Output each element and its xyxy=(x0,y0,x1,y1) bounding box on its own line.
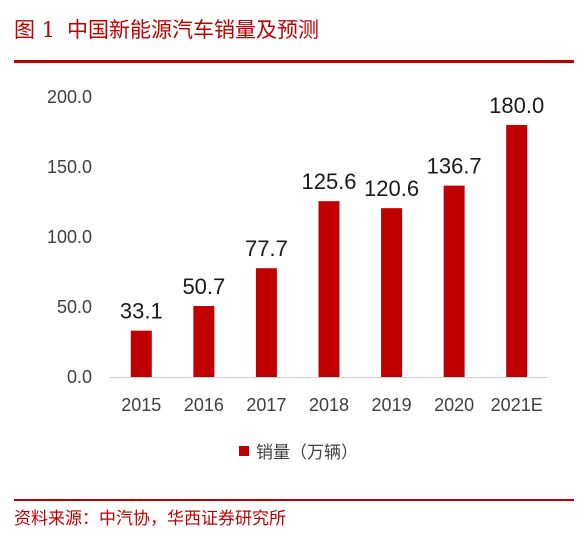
x-tick-label-2020: 2020 xyxy=(434,395,474,415)
bar-group xyxy=(130,125,528,377)
x-axis: 2015 2016 2017 2018 2019 2020 2021E xyxy=(121,395,542,415)
bar-2016 xyxy=(193,306,215,377)
x-tick-label-2017: 2017 xyxy=(246,395,286,415)
bottom-divider xyxy=(14,499,574,501)
data-label-2021E: 180.0 xyxy=(489,93,544,118)
bar-2021E xyxy=(506,125,528,377)
x-tick-label-2019: 2019 xyxy=(372,395,412,415)
figure-title: 图 1 中国新能源汽车销量及预测 xyxy=(14,12,319,48)
x-tick-label-2021E: 2021E xyxy=(491,395,543,415)
value-label-group: 33.1 50.7 77.7 125.6 120.6 136.7 180.0 xyxy=(120,93,544,324)
figure-title-text: 中国新能源汽车销量及预测 xyxy=(67,18,320,42)
x-tick-label-2015: 2015 xyxy=(121,395,161,415)
data-label-2017: 77.7 xyxy=(245,236,288,261)
bar-2019 xyxy=(381,208,403,377)
data-label-2019: 120.6 xyxy=(364,176,419,201)
y-tick-label: 150.0 xyxy=(47,157,92,177)
data-label-2020: 136.7 xyxy=(427,154,482,179)
bar-2017 xyxy=(255,268,277,377)
y-axis: 0.0 50.0 100.0 150.0 200.0 xyxy=(47,87,92,387)
x-tick-label-2016: 2016 xyxy=(184,395,224,415)
y-tick-label: 50.0 xyxy=(57,297,92,317)
figure-number: 图 1 xyxy=(14,18,56,42)
bar-2015 xyxy=(130,330,152,377)
x-tick-label-2018: 2018 xyxy=(309,395,349,415)
data-label-2015: 33.1 xyxy=(120,299,163,324)
y-tick-label: 200.0 xyxy=(47,87,92,107)
source-note: 资料来源：中汽协，华西证券研究所 xyxy=(14,509,286,529)
y-tick-label: 0.0 xyxy=(67,367,92,387)
top-divider xyxy=(14,60,574,63)
legend-label: 销量（万辆） xyxy=(256,443,358,463)
y-tick-label: 100.0 xyxy=(47,227,92,247)
bar-2020 xyxy=(443,185,465,377)
legend-swatch xyxy=(239,446,249,456)
legend: 销量（万辆） xyxy=(239,443,358,463)
data-label-2016: 50.7 xyxy=(182,274,225,299)
bar-2018 xyxy=(318,201,340,377)
data-label-2018: 125.6 xyxy=(301,169,356,194)
